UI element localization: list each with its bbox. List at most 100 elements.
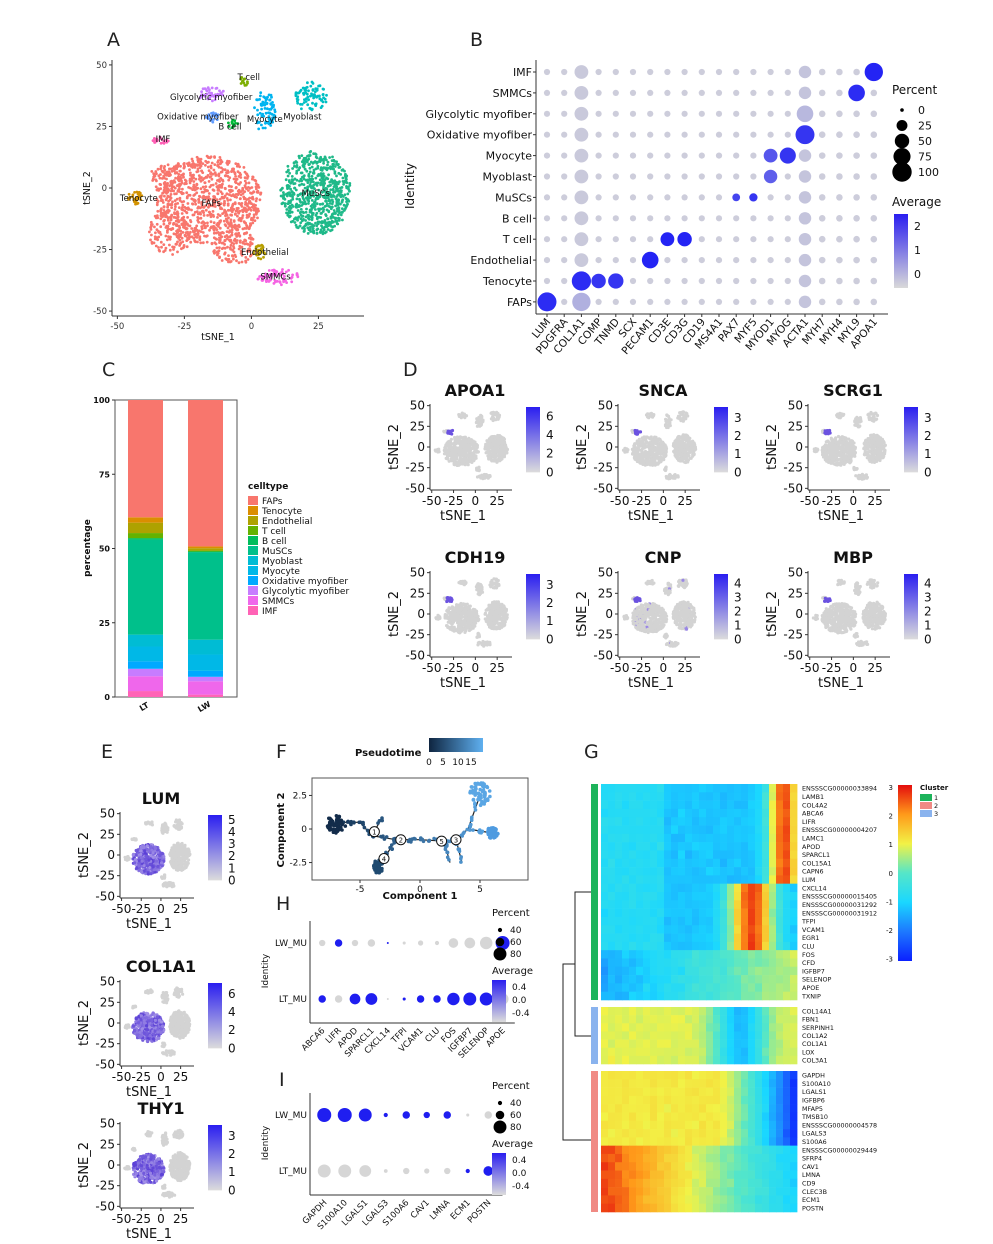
dot-lum	[543, 194, 551, 201]
dot-acta1	[798, 212, 812, 225]
cell-point	[235, 235, 239, 238]
cell-point	[159, 240, 163, 244]
cell-point	[205, 240, 209, 244]
cell-point	[253, 106, 256, 110]
dot-myl9	[848, 84, 865, 102]
cell-point	[454, 441, 458, 445]
cell-point	[155, 214, 159, 218]
cell-point	[664, 447, 669, 451]
cell-point	[295, 161, 299, 164]
cell-point	[195, 183, 199, 187]
cell-point	[444, 451, 448, 455]
cell-point	[852, 447, 856, 452]
cell-point	[665, 413, 669, 417]
cell-point	[291, 167, 294, 170]
cell-point	[154, 244, 158, 248]
colorbar	[526, 407, 540, 473]
cell-point	[166, 231, 169, 234]
cell-point	[166, 211, 170, 214]
cell-point	[288, 206, 292, 210]
cell-point	[177, 236, 180, 240]
cell-point	[160, 245, 163, 249]
cell-point	[167, 174, 171, 178]
cell-point	[211, 172, 215, 176]
cell-point	[334, 197, 338, 201]
cell-point	[162, 174, 166, 178]
cell-point	[255, 197, 258, 201]
cell-point	[218, 156, 222, 159]
bar-glycolytic-myofiber	[188, 676, 223, 682]
legend-label: T cell	[261, 527, 286, 537]
cell-point	[327, 173, 330, 177]
cell-point	[196, 212, 200, 216]
cell-point	[156, 167, 160, 171]
cell-point	[682, 449, 686, 454]
cell-point	[182, 175, 185, 179]
legend-label: Tenocyte	[261, 507, 303, 517]
cell-point	[176, 177, 180, 181]
cell-point	[309, 150, 313, 153]
percent-legend-label: 100	[918, 166, 939, 179]
cell-point	[847, 453, 851, 457]
x-tick-label: 25	[490, 494, 505, 508]
feature-plot-apoa1: APOA1-50 -25 0 25-50-2502550tSNE_1tSNE_2642…	[387, 381, 554, 524]
cell-point	[319, 212, 323, 215]
cell-point	[646, 455, 650, 459]
dot-cd3e	[664, 68, 671, 76]
cell-point	[257, 186, 261, 189]
cell-point	[220, 185, 224, 189]
cell-point	[340, 189, 343, 193]
legend-label: Glycolytic myofiber	[262, 587, 349, 597]
cell-point	[676, 435, 681, 439]
panel-letter-b: B	[470, 29, 483, 51]
cell-point	[211, 210, 215, 213]
cell-point	[241, 214, 245, 217]
dot-myl9	[853, 173, 860, 180]
cell-point	[243, 179, 247, 183]
dot-acta1	[798, 149, 812, 162]
cell-point	[251, 221, 255, 225]
average-legend-title: Average	[892, 195, 941, 209]
cell-point	[457, 413, 461, 417]
cell-point	[235, 207, 239, 210]
cell-point	[467, 443, 471, 447]
cell-point	[331, 155, 334, 159]
cell-point	[256, 189, 260, 193]
cell-point	[193, 233, 197, 237]
cell-point	[293, 186, 296, 190]
cell-point	[248, 196, 252, 200]
cell-point	[821, 453, 825, 457]
x-axis-title: tSNE_1	[201, 332, 235, 343]
dot-scx	[629, 89, 637, 97]
identity-label: T cell	[502, 233, 532, 246]
cell-point	[306, 103, 310, 107]
cell-point	[283, 202, 287, 206]
cell-point	[182, 215, 186, 219]
cell-point	[471, 445, 475, 449]
cell-point	[174, 205, 177, 209]
cell-point	[348, 182, 352, 185]
cell-point	[216, 253, 219, 257]
cell-point	[243, 227, 247, 230]
x-tick-label: 0	[660, 494, 668, 508]
average-legend-tick: 1	[914, 244, 921, 257]
dot-cd19	[698, 194, 705, 201]
dot-pdgfra	[561, 173, 568, 180]
cell-point	[313, 160, 317, 163]
colorbar-tick: 1	[734, 447, 742, 461]
cell-point	[259, 91, 263, 95]
bar-smmcs	[188, 681, 223, 695]
cell-point	[324, 230, 328, 234]
cell-point	[342, 182, 345, 186]
cell-point	[688, 443, 692, 447]
cell-point	[673, 445, 677, 449]
dot-comp	[595, 215, 602, 222]
cell-point	[302, 183, 306, 187]
cell-point	[500, 452, 504, 457]
cell-point	[333, 172, 337, 175]
cell-point	[304, 223, 308, 227]
dot-tnmd	[612, 236, 619, 243]
cell-point	[311, 82, 315, 85]
cell-point	[171, 200, 174, 204]
